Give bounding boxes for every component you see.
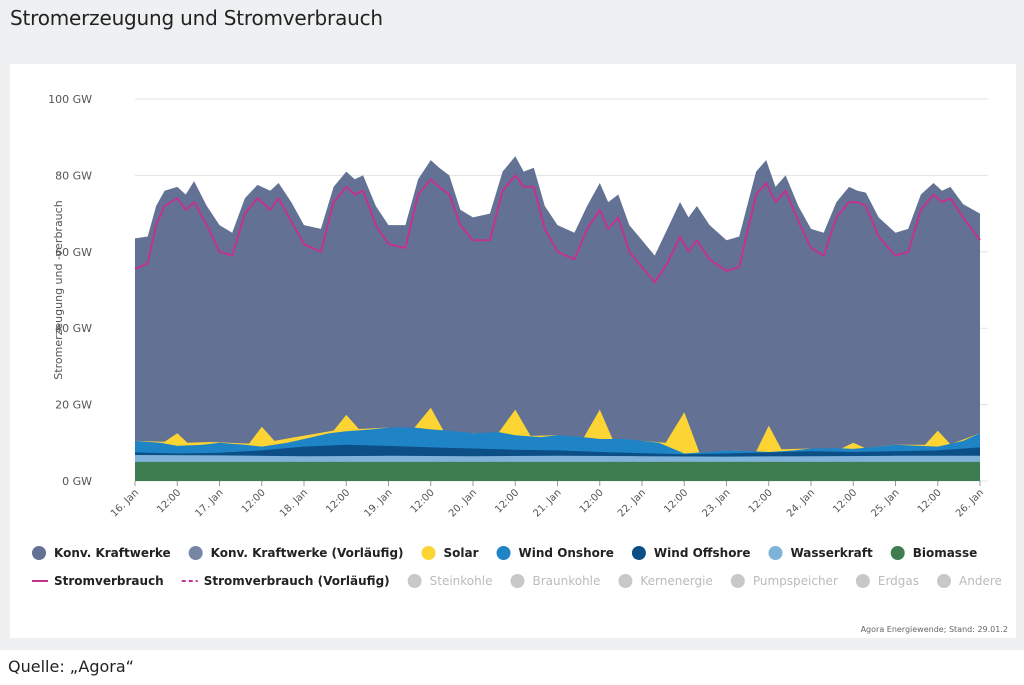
x-tick-label: 24. Jan — [785, 487, 817, 519]
legend-item-wind-offshore[interactable]: Wind Offshore — [654, 546, 751, 560]
legend-item-erdgas[interactable]: Erdgas — [878, 574, 919, 588]
legend-marker-kernenergie[interactable] — [618, 574, 633, 588]
page-background: Stromerzeugung und Stromverbrauch 0 GW 20… — [0, 0, 1024, 650]
legend-marker-erdgas[interactable] — [855, 574, 870, 588]
legend-item-konv-kraftwerke-vorl-ufig[interactable]: Konv. Kraftwerke (Vorläufig) — [211, 546, 404, 560]
x-tick-label: 19. Jan — [362, 487, 394, 519]
legend-marker-biomasse[interactable] — [890, 546, 905, 560]
y-tick-label: 80 GW — [55, 169, 92, 182]
x-tick-label: 12:00 — [916, 487, 944, 515]
legend-item-stromverbrauch[interactable]: Stromverbrauch — [54, 574, 164, 588]
legend-item-stromverbrauch-vorl-ufig[interactable]: Stromverbrauch (Vorläufig) — [204, 574, 390, 588]
legend-item-steinkohle[interactable]: Steinkohle — [430, 574, 493, 588]
y-tick-label: 100 GW — [48, 93, 92, 106]
legend-item-solar[interactable]: Solar — [444, 546, 479, 560]
legend-marker-wind-offshore[interactable] — [631, 546, 646, 560]
legend-item-konv-kraftwerke[interactable]: Konv. Kraftwerke — [54, 546, 171, 560]
legend-item-kernenergie[interactable]: Kernenergie — [640, 574, 712, 588]
x-tick-label: 25. Jan — [869, 487, 901, 519]
x-tick-label: 12:00 — [747, 487, 775, 515]
legend-marker-steinkohle[interactable] — [407, 574, 422, 588]
x-tick-label: 12:00 — [240, 487, 268, 515]
y-tick-label: 20 GW — [55, 399, 92, 412]
chart-panel: 0 GW 20 GW 40 GW 60 GW 80 GW 100 GW Stromerzeu… — [10, 64, 1016, 638]
chart-credit: Agora Energiewende; Stand: 29.01.2 — [860, 625, 1008, 634]
line-stromverbrauch — [134, 174, 981, 284]
x-tick-label: 23. Jan — [700, 487, 732, 519]
x-tick-label: 20. Jan — [447, 487, 479, 519]
y-tick-label: 60 GW — [55, 246, 92, 259]
x-tick-label: 21. Jan — [531, 487, 563, 519]
legend-item-andere[interactable]: Andere — [959, 574, 1002, 588]
x-tick-label: 17. Jan — [193, 487, 225, 519]
page-title: Stromerzeugung und Stromverbrauch — [10, 6, 383, 30]
legend-marker-solar[interactable] — [421, 546, 436, 560]
legend-item-pumpspeicher[interactable]: Pumpspeicher — [753, 574, 838, 588]
y-axis-label: Stromerzeugung und -verbrauch — [52, 200, 65, 379]
legend-item-wind-onshore[interactable]: Wind Onshore — [519, 546, 614, 560]
source-caption: Quelle: „Agora“ — [8, 657, 134, 676]
x-tick-label: 12:00 — [409, 487, 437, 515]
area-biomasse — [135, 461, 980, 481]
x-tick-label: 16. Jan — [109, 487, 141, 519]
y-tick-label: 40 GW — [55, 322, 92, 335]
legend-marker-pumpspeicher[interactable] — [730, 574, 745, 588]
x-tick-label: 12:00 — [662, 487, 690, 515]
legend-marker-wind-onshore[interactable] — [496, 546, 511, 560]
x-tick-label: 12:00 — [831, 487, 859, 515]
x-tick-label: 18. Jan — [278, 487, 310, 519]
area-konv-kraftwerke — [135, 156, 980, 482]
legend-marker-konv-kraftwerke[interactable] — [32, 546, 46, 560]
y-tick-label: 0 GW — [62, 475, 92, 488]
legend-item-braunkohle[interactable]: Braunkohle — [532, 574, 600, 588]
x-tick-label: 26. Jan — [954, 487, 986, 519]
legend-marker-wasserkraft[interactable] — [768, 546, 783, 560]
x-tick-label: 12:00 — [578, 487, 606, 515]
legend-item-wasserkraft[interactable]: Wasserkraft — [791, 546, 873, 560]
x-tick-label: 12:00 — [493, 487, 521, 515]
legend-marker-konv-kraftwerke-vorl-ufig[interactable] — [188, 546, 203, 560]
legend-marker-braunkohle[interactable] — [510, 574, 525, 588]
chart: 0 GW 20 GW 40 GW 60 GW 80 GW 100 GW Stromerzeu… — [32, 93, 1002, 588]
x-tick-label: 12:00 — [155, 487, 183, 515]
x-tick-label: 22. Jan — [616, 487, 648, 519]
legend-marker-andere[interactable] — [937, 574, 952, 588]
x-tick-label: 12:00 — [324, 487, 352, 515]
legend-item-biomasse[interactable]: Biomasse — [913, 546, 978, 560]
